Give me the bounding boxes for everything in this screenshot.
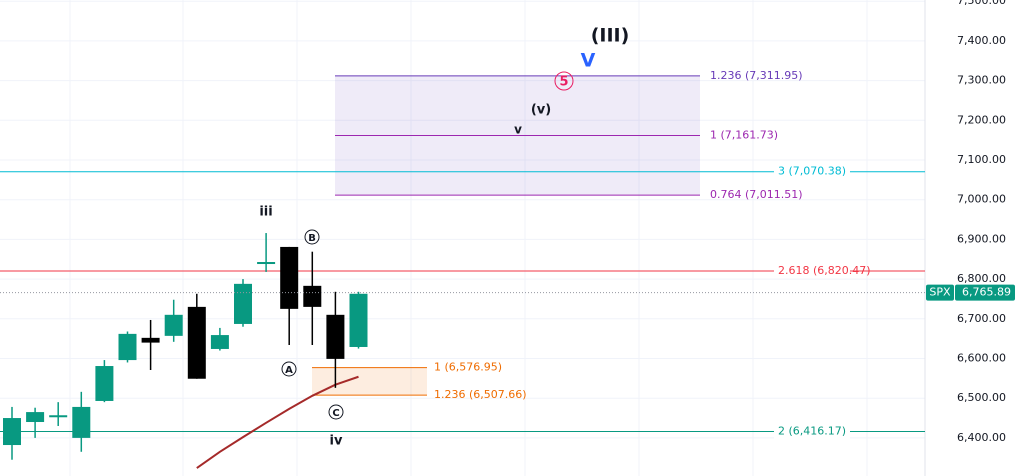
y-tick-label: 6,700.00 bbox=[957, 312, 1006, 325]
y-tick-label: 6,800.00 bbox=[957, 272, 1006, 285]
y-tick-label: 7,100.00 bbox=[957, 153, 1006, 166]
wave-label: iii bbox=[259, 205, 272, 220]
wave-label: 5 bbox=[559, 75, 568, 90]
y-tick-label: 7,200.00 bbox=[957, 113, 1006, 126]
candle-body bbox=[303, 285, 322, 307]
y-tick-label: 6,600.00 bbox=[957, 351, 1006, 364]
wave-label: (III) bbox=[591, 25, 630, 47]
level-label: 1.236 (6,507.66) bbox=[434, 388, 527, 401]
support-zone bbox=[312, 367, 427, 396]
price-tag bbox=[955, 284, 1015, 301]
label-bg bbox=[774, 164, 850, 179]
symbol-tag bbox=[926, 284, 954, 301]
label-bg bbox=[774, 263, 850, 278]
level-label: 1 (6,576.95) bbox=[434, 361, 502, 374]
wave-label: v bbox=[514, 123, 522, 137]
wave-label: V bbox=[581, 50, 596, 72]
level-label: 2 (6,416.17) bbox=[778, 424, 846, 437]
annotation-circle bbox=[304, 229, 320, 245]
wave-label: (v) bbox=[531, 103, 551, 118]
moving-average bbox=[196, 375, 359, 469]
y-tick-label: 7,400.00 bbox=[957, 34, 1006, 47]
candle-body bbox=[95, 366, 114, 401]
y-tick-label: 7,000.00 bbox=[957, 193, 1006, 206]
candle-body bbox=[187, 306, 206, 379]
wave-label: B bbox=[308, 233, 316, 244]
candle-body bbox=[72, 406, 91, 438]
candle-body bbox=[3, 418, 21, 446]
label-bg bbox=[774, 424, 850, 439]
symbol-label: SPX bbox=[929, 286, 951, 299]
candle-body bbox=[141, 337, 160, 343]
level-label: 1.236 (7,311.95) bbox=[710, 69, 803, 82]
candle-body bbox=[26, 412, 45, 423]
level-label: 1 (7,161.73) bbox=[710, 128, 778, 141]
candle-body bbox=[349, 293, 368, 347]
annotation-circle bbox=[554, 71, 574, 91]
wave-label: C bbox=[332, 408, 339, 419]
y-tick-label: 6,900.00 bbox=[957, 232, 1006, 245]
candle-body bbox=[326, 314, 345, 359]
price-label: 6,765.89 bbox=[962, 286, 1011, 299]
level-label: 3 (7,070.38) bbox=[778, 165, 846, 178]
level-label: 2.618 (6,820.47) bbox=[778, 264, 871, 277]
candle-body bbox=[280, 246, 299, 309]
wave-label: A bbox=[285, 365, 293, 376]
vertical-grid bbox=[69, 0, 868, 476]
y-tick-label: 7,500.00 bbox=[957, 0, 1006, 7]
candle-body bbox=[210, 335, 229, 349]
wave-label: iv bbox=[330, 434, 343, 449]
y-tick-label: 6,500.00 bbox=[957, 391, 1006, 404]
level-label: 0.764 (7,011.51) bbox=[710, 188, 803, 201]
annotation-circle bbox=[281, 361, 297, 377]
y-tick-label: 6,400.00 bbox=[957, 431, 1006, 444]
candle-body bbox=[234, 283, 252, 324]
candle-body bbox=[49, 415, 68, 418]
candle-body bbox=[257, 262, 276, 265]
candle-body bbox=[164, 314, 183, 336]
y-tick-label: 7,300.00 bbox=[957, 74, 1006, 87]
candle-body bbox=[118, 333, 137, 361]
annotation-circle bbox=[328, 404, 344, 420]
